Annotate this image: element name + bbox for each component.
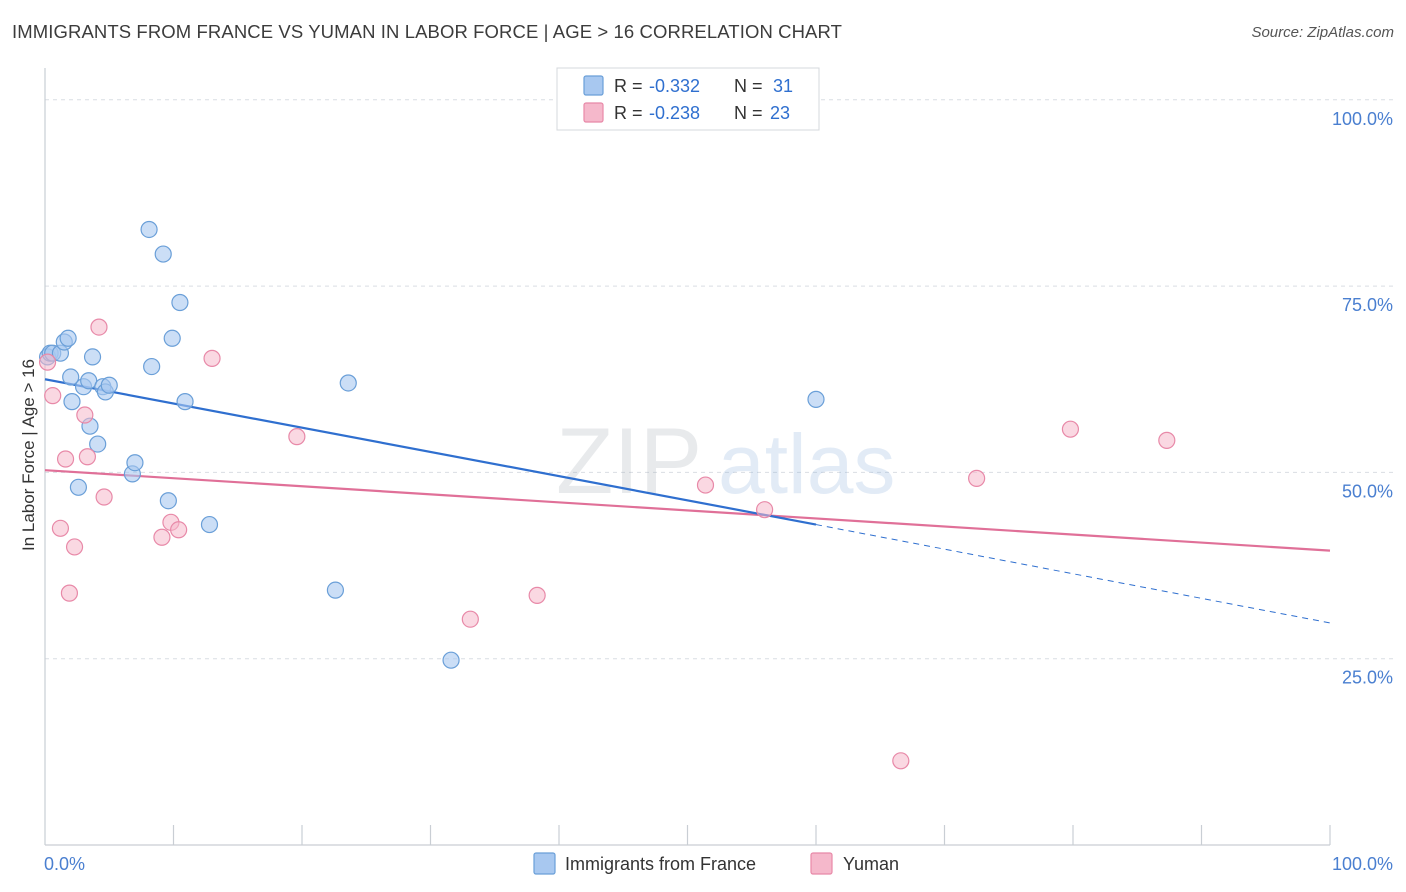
data-point-yuman [56,450,75,468]
data-point-france [176,393,194,411]
data-point-france [100,376,118,394]
data-point-france [140,220,158,239]
data-point-yuman [38,353,57,371]
data-point-france [154,245,172,263]
legend-label-france: Immigrants from France [565,854,756,874]
data-point-france [326,581,345,599]
source-credit: Source: ZipAtlas.com [1251,24,1394,41]
data-point-france [442,651,460,669]
data-point-yuman [170,521,188,539]
gridlines [45,99,1393,660]
trend-line-yuman [44,469,1331,552]
data-point-yuman [461,610,479,628]
data-point-france [59,329,77,347]
stats-r-label: R = [614,76,648,96]
stats-n-value: 23 [770,103,790,123]
data-point-france [126,454,144,472]
data-point-yuman [203,349,221,367]
data-point-france [69,478,88,496]
data-point-yuman [90,318,108,336]
data-point-yuman [968,469,986,487]
data-point-yuman [1061,420,1080,438]
data-point-yuman [892,752,910,770]
data-points [38,220,1176,770]
data-point-france [200,515,219,534]
data-point-yuman [528,586,546,604]
stats-n-value: 31 [773,76,793,96]
data-point-france [171,293,189,312]
chart-title: IMMIGRANTS FROM FRANCE VS YUMAN IN LABOR… [12,21,843,42]
data-point-france [62,368,80,386]
y-tick-label: 100.0% [1332,109,1393,129]
data-point-yuman [755,501,774,519]
stats-r-value: -0.332 [649,76,700,96]
trend-lines [44,378,1331,624]
data-point-yuman [1158,431,1176,449]
data-point-yuman [51,519,70,537]
watermark-atlas: atlas [718,417,895,511]
stats-n-label: N = [734,103,768,123]
legend-swatch-france [533,852,556,875]
data-point-yuman [78,448,97,466]
legend-label-yuman: Yuman [843,854,899,874]
data-point-france [83,348,102,366]
axes: 25.0% 50.0% 75.0% 100.0% 0.0% 100.0% [44,68,1393,874]
trend-line-france-extension [815,524,1331,624]
data-point-yuman [44,387,62,405]
stats-r-label: R = [614,103,648,123]
data-point-yuman [60,584,79,602]
data-point-yuman [288,428,306,446]
data-point-yuman [76,406,94,424]
watermark: ZIP atlas [556,408,895,513]
data-point-yuman [153,528,171,546]
data-point-france [339,374,357,392]
y-tick-label: 50.0% [1342,481,1393,501]
y-tick-label: 25.0% [1342,668,1393,688]
y-axis-label: In Labor Force | Age > 16 [19,359,38,551]
data-point-france [89,435,107,453]
stats-legend: R = -0.332 N = 31 R = -0.238 N = 23 [556,67,820,131]
stats-r-value: -0.238 [649,103,700,123]
data-point-france [63,393,81,411]
stats-n-label: N = [734,76,768,96]
legend-swatch-yuman [810,852,833,875]
data-point-france [143,357,161,376]
x-tick-label: 100.0% [1332,854,1393,874]
data-point-france [159,492,177,510]
series-legend: Immigrants from France Yuman [533,852,899,875]
trend-line-france [44,378,817,526]
watermark-zip: ZIP [556,408,702,513]
stats-legend-swatch-france [583,75,604,96]
x-tick-label: 0.0% [44,854,85,874]
data-point-yuman [65,538,84,556]
y-tick-label: 75.0% [1342,295,1393,315]
stats-legend-swatch-yuman [583,102,604,123]
data-point-france [163,329,181,347]
data-point-yuman [696,476,715,494]
data-point-yuman [95,488,113,506]
data-point-france [807,390,825,408]
